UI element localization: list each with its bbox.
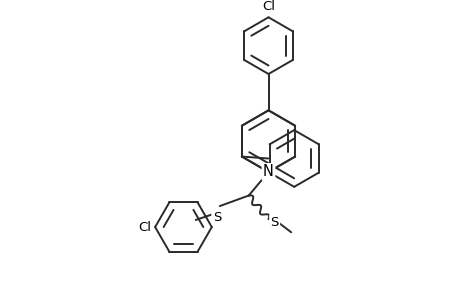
Text: Cl: Cl (262, 1, 274, 13)
Text: S: S (270, 215, 278, 229)
Text: Cl: Cl (138, 220, 151, 233)
Text: S: S (212, 211, 221, 224)
Text: N: N (263, 164, 274, 179)
